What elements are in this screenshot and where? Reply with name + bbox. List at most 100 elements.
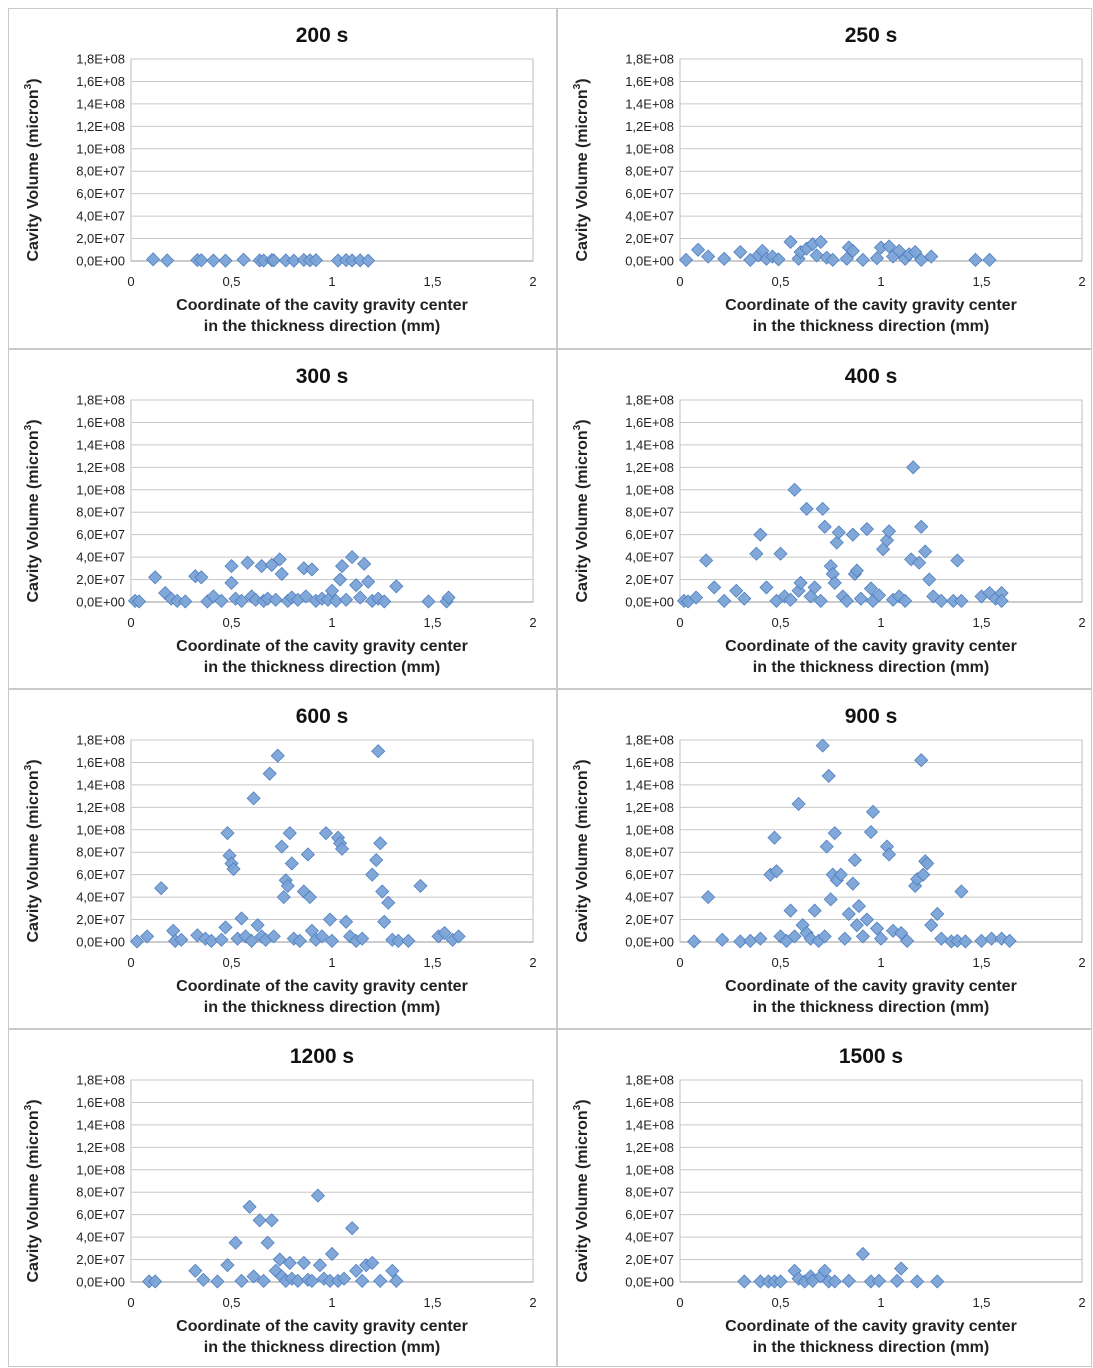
data-point [715, 932, 730, 947]
x-tick-label: 0 [676, 955, 683, 970]
x-axis-label-line2: in the thickness direction (mm) [753, 318, 989, 335]
scatter-plot: 1200 s 0,0E+00 2,0E+07 4,0E+07 6,0E+07 8,0E+0… [23, 1045, 537, 1356]
data-point [284, 856, 299, 871]
y-tick-label: 1,4E+08 [625, 96, 674, 111]
x-tick-label: 1 [328, 615, 335, 630]
data-point [345, 1221, 360, 1236]
data-point [140, 929, 155, 944]
data-point [300, 847, 315, 862]
data-point [954, 884, 969, 899]
y-tick-label: 1,0E+08 [76, 482, 125, 497]
data-point [214, 593, 229, 608]
y-tick-label: 0,0E+00 [76, 935, 125, 950]
plot-area [679, 58, 1083, 262]
y-tick-label: 1,0E+08 [76, 141, 125, 156]
x-tick-label: 1 [877, 615, 884, 630]
data-point [377, 594, 392, 609]
y-tick-label: 6,0E+07 [625, 867, 674, 882]
data-point [389, 579, 404, 594]
data-point [314, 929, 330, 944]
data-point [771, 252, 786, 267]
y-tick-label: 1,8E+08 [625, 52, 674, 67]
data-point [214, 932, 229, 947]
data-point [813, 234, 828, 249]
data-point [827, 826, 842, 841]
data-point [220, 1258, 235, 1273]
data-point [787, 482, 802, 497]
y-tick-label: 0,0E+00 [625, 254, 674, 269]
y-tick-label: 2,0E+07 [76, 912, 125, 927]
x-tick-label: 2 [1078, 955, 1085, 970]
x-tick-label: 2 [529, 615, 536, 630]
scatter-plot: 300 s 0,0E+00 2,0E+07 4,0E+07 6,0E+07 8,0E+07… [23, 365, 537, 676]
data-point [312, 1258, 328, 1273]
x-axis-label-line2: in the thickness direction (mm) [753, 659, 989, 676]
data-point [691, 242, 706, 257]
data-point [863, 581, 879, 596]
x-tick-label: 0,5 [222, 1295, 240, 1310]
data-point [912, 555, 927, 570]
x-axis-label-line1: Coordinate of the cavity gravity center [725, 978, 1017, 995]
x-tick-label: 1,5 [423, 274, 441, 289]
data-point [437, 925, 452, 941]
data-point [353, 590, 368, 605]
y-axis-label: Cavity Volume (micron3) [572, 78, 591, 261]
data-point [827, 575, 842, 590]
data-point [871, 1273, 887, 1288]
x-tick-label: 2 [1078, 274, 1085, 289]
y-tick-label: 8,0E+07 [625, 1185, 674, 1200]
y-tick-label: 2,0E+07 [76, 1252, 125, 1267]
data-point [365, 1255, 380, 1270]
data-point [160, 253, 175, 268]
data-point [807, 580, 822, 595]
data-point [234, 911, 249, 926]
plot-area [130, 58, 534, 262]
data-point [266, 929, 281, 944]
data-point [304, 562, 319, 577]
x-tick-label: 0,5 [222, 274, 240, 289]
data-point [234, 1273, 249, 1288]
data-point [759, 580, 774, 595]
x-tick-label: 2 [529, 955, 536, 970]
data-point [894, 925, 909, 941]
data-point [894, 1261, 909, 1276]
data-point [206, 253, 221, 268]
data-point [421, 594, 436, 609]
data-point [837, 931, 852, 946]
data-point [334, 841, 350, 856]
data-point [773, 1274, 788, 1289]
data-point [274, 566, 289, 582]
data-point [244, 933, 259, 948]
data-point [853, 591, 868, 606]
chart-title: 900 s [845, 705, 898, 728]
chart-title: 300 s [296, 365, 349, 388]
y-tick-label: 1,6E+08 [76, 74, 125, 89]
series-points [146, 252, 376, 268]
data-point [304, 1273, 319, 1288]
data-point [817, 519, 832, 534]
data-point [908, 244, 923, 260]
chart-title: 400 s [845, 365, 898, 388]
data-point [922, 572, 937, 587]
data-point [349, 578, 364, 593]
data-point [154, 881, 169, 896]
x-axis-label-line1: Coordinate of the cavity gravity center [176, 1318, 468, 1335]
data-point [361, 574, 376, 589]
y-tick-label: 1,2E+08 [625, 460, 674, 475]
data-point [389, 1273, 404, 1288]
y-tick-label: 1,0E+08 [625, 482, 674, 497]
y-tick-label: 1,8E+08 [76, 393, 125, 408]
y-tick-label: 1,8E+08 [76, 52, 125, 67]
data-point [815, 501, 830, 516]
chart-title: 200 s [296, 24, 349, 47]
data-point [260, 1235, 275, 1250]
y-tick-label: 1,2E+08 [76, 119, 125, 134]
x-tick-label: 1,5 [423, 1295, 441, 1310]
chart-panel: 900 s 0,0E+00 2,0E+07 4,0E+07 6,0E+07 8,0E+07… [557, 689, 1092, 1029]
y-tick-label: 6,0E+07 [76, 1207, 125, 1222]
data-point [194, 253, 209, 268]
y-tick-label: 8,0E+07 [625, 845, 674, 860]
data-point [282, 826, 297, 841]
data-point [371, 744, 386, 759]
y-tick-label: 1,4E+08 [625, 777, 674, 792]
